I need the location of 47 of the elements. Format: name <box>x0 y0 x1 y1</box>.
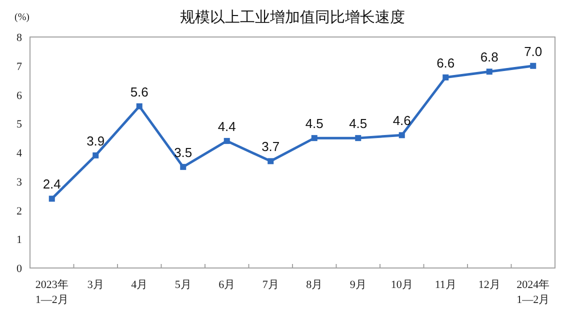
point <box>92 152 99 158</box>
text: 3.5 <box>174 144 192 160</box>
text: 4.6 <box>392 113 411 128</box>
y-axis-title: (%) <box>14 12 30 23</box>
text: 6.6 <box>436 55 455 70</box>
x-tick-label: 4月 <box>131 279 148 291</box>
text: 4.5 <box>305 116 324 132</box>
text: 4.4 <box>218 118 236 134</box>
point <box>442 74 449 80</box>
text: 5.6 <box>130 84 148 100</box>
point <box>486 68 492 75</box>
point <box>355 135 362 142</box>
y-tick-label: 8 <box>16 32 22 44</box>
x-tick-label: 2023年 1—2月 <box>35 279 68 306</box>
point <box>311 135 318 142</box>
point <box>398 132 405 138</box>
point <box>48 196 55 202</box>
point <box>530 62 536 69</box>
x-tick-label: 8月 <box>306 279 323 291</box>
text: 2.4 <box>42 176 61 192</box>
y-tick-label: 6 <box>16 90 22 102</box>
point <box>136 103 142 110</box>
y-tick-label: 0 <box>16 263 22 275</box>
x-tick-label: 10月 <box>390 279 413 291</box>
y-tick-label: 1 <box>16 234 22 246</box>
text: 6.8 <box>480 50 498 65</box>
x-tick-label: 12月 <box>478 279 500 291</box>
chart-title: 规模以上工业增加值同比增长速度 <box>180 9 405 26</box>
y-tick-label: 2 <box>16 205 22 218</box>
y-tick-label: 5 <box>16 118 22 131</box>
point <box>180 164 186 170</box>
y-tick-label: 3 <box>16 176 22 188</box>
text: 7.0 <box>524 44 542 59</box>
x-tick-label: 2024年 1—2月 <box>516 279 550 306</box>
x-tick-label: 6月 <box>218 279 236 291</box>
text: 3.7 <box>262 139 280 154</box>
x-tick-label: 3月 <box>87 279 104 291</box>
x-tick-label: 5月 <box>174 279 192 291</box>
x-tick-label: 11月 <box>434 279 456 291</box>
x-tick-label: 7月 <box>262 279 279 291</box>
point <box>224 138 230 144</box>
point <box>268 158 274 164</box>
y-tick-label: 4 <box>16 148 22 160</box>
text: 4.5 <box>349 116 368 132</box>
text: 3.9 <box>86 133 105 148</box>
x-tick-label: 9月 <box>350 279 366 291</box>
y-tick-label: 7 <box>16 60 22 73</box>
